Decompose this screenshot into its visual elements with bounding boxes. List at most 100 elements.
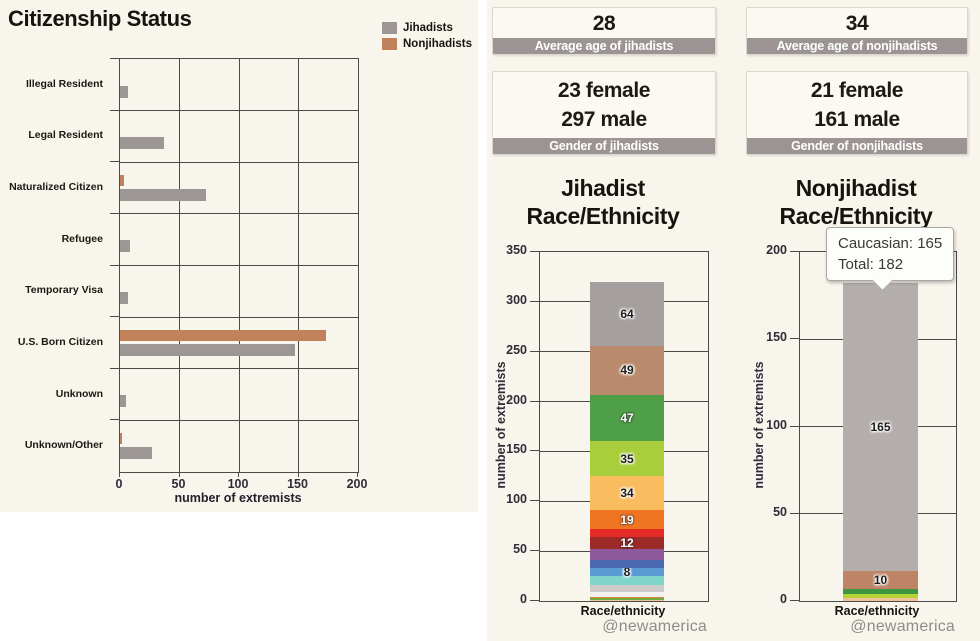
y-tick-label: 350 (506, 243, 527, 257)
y-tick-mark (530, 400, 539, 402)
category-separator-line (120, 368, 358, 370)
jihadists-female-count: 23 female (557, 79, 651, 102)
race-segment[interactable] (590, 598, 664, 600)
category-label: Unknown (55, 387, 103, 400)
jihadists-bar[interactable] (120, 292, 129, 304)
race-segment[interactable] (590, 600, 664, 601)
avg-age-jihadists-value: 28 (592, 11, 616, 35)
race-segment[interactable] (590, 549, 664, 561)
y-tick-mark (530, 450, 539, 452)
y-tick-mark (530, 600, 539, 601)
watermark-left: @newamerica (602, 618, 707, 635)
segment-value-label: 35 (620, 451, 634, 466)
race-segment[interactable] (843, 597, 918, 601)
avg-age-nonjihadists-value: 34 (845, 11, 869, 35)
jihadists-bar[interactable] (120, 395, 126, 408)
legend-item-jihadists[interactable]: Jihadists (381, 20, 472, 36)
y-tick-mark (790, 251, 799, 252)
citizenship-xaxis-label: number of extremists (174, 491, 302, 505)
y-tick-mark (790, 600, 799, 601)
category-tick-mark (110, 212, 119, 214)
nonjihadist-race-title-line2: Race/Ethnicity (779, 203, 933, 229)
race-segment[interactable]: 19 (590, 510, 664, 530)
avg-age-nonjihadists-label: Average age of nonjihadists (747, 38, 967, 54)
gender-jihadists-card: 23 female 297 male Gender of jihadists (492, 71, 716, 155)
legend-item-nonjihadists[interactable]: Nonjihadists (381, 36, 472, 52)
legend-label-nonjihadists: Nonjihadists (402, 38, 472, 50)
segment-value-label: 47 (620, 411, 634, 425)
nonjihadists-male-count: 161 male (814, 108, 900, 131)
y-tick-mark (790, 338, 799, 340)
nonjihadists-bar[interactable] (120, 433, 123, 445)
jihadists-bar[interactable] (120, 137, 165, 150)
jihadists-male-count: 297 male (561, 108, 647, 131)
race-segment[interactable] (843, 594, 918, 598)
citizenship-legend: Jihadists Nonjihadists (381, 20, 472, 52)
race-segment[interactable] (590, 529, 664, 538)
avg-age-jihadists-card: 28 Average age of jihadists (492, 7, 716, 55)
race-segment[interactable] (843, 588, 918, 595)
x-tick-label: 0 (115, 477, 123, 491)
segment-value-label: 10 (873, 573, 888, 588)
race-segment[interactable]: 165 (843, 283, 918, 572)
jihadists-bar[interactable] (120, 85, 129, 98)
x-tick-mark (178, 472, 180, 477)
category-tick-mark (110, 58, 119, 59)
category-label: Refugee (61, 232, 103, 245)
race-segment[interactable] (590, 585, 664, 592)
jihadists-bar[interactable] (120, 240, 130, 253)
race-segment[interactable]: 8 (590, 565, 664, 580)
citizenship-panel: Citizenship Status Jihadists Nonjihadist… (0, 0, 478, 512)
segment-value-label: 12 (620, 536, 634, 551)
citizenship-title: Citizenship Status (8, 6, 192, 31)
race-segment[interactable] (590, 597, 664, 598)
segment-value-label: 49 (620, 363, 634, 378)
x-tick-label: 100 (227, 477, 249, 491)
segment-value-label: 8 (623, 565, 631, 580)
race-segment[interactable]: 35 (590, 441, 664, 477)
category-label: Temporary Visa (25, 284, 103, 297)
race-segment[interactable] (590, 592, 664, 597)
jihadists-swatch-icon (381, 22, 397, 34)
segment-value-label: 64 (620, 306, 634, 321)
category-tick-mark (110, 367, 119, 369)
category-tick-mark (110, 316, 119, 318)
race-segment[interactable]: 49 (590, 345, 664, 395)
y-tick-mark (530, 300, 539, 302)
category-label: Legal Resident (28, 129, 103, 142)
tooltip-line-2: Total: 182 (838, 256, 904, 273)
y-tick-label: 200 (506, 392, 527, 407)
gender-nonjihadists-label: Gender of nonjihadists (747, 138, 967, 154)
y-tick-mark (790, 425, 799, 427)
y-tick-label: 200 (766, 243, 787, 257)
nonjihadists-bar[interactable] (120, 330, 326, 342)
legend-label-jihadists: Jihadists (402, 22, 453, 34)
gender-jihadists-values: 23 female 297 male (493, 72, 715, 138)
y-tick-label: 300 (506, 292, 527, 307)
jihadist-race-plot-area: 8 12 19 34 35 47 49 64 (539, 251, 709, 602)
y-tick-label: 50 (773, 504, 787, 519)
y-tick-mark (530, 251, 539, 252)
x-tick-mark (119, 472, 120, 477)
nonjihadist-race-title-line1: Nonjihadist (795, 175, 917, 201)
race-segment[interactable]: 47 (590, 394, 664, 442)
jihadists-bar[interactable] (120, 446, 153, 459)
avg-age-jihadists-label: Average age of jihadists (493, 38, 715, 54)
race-segment[interactable]: 34 (590, 476, 664, 511)
y-tick-label: 150 (506, 442, 527, 457)
jihadists-bar[interactable] (120, 343, 295, 356)
race-segment[interactable]: 12 (590, 536, 664, 551)
race-segment[interactable] (590, 576, 664, 586)
race-segment[interactable] (590, 560, 664, 569)
y-tick-label: 0 (520, 592, 527, 606)
race-segment[interactable]: 64 (590, 281, 664, 346)
x-tick-label: 50 (171, 477, 186, 491)
jihadists-bar[interactable] (120, 188, 206, 201)
nonjihadists-bar[interactable] (120, 175, 124, 187)
nonjihadists-female-count: 21 female (810, 79, 904, 102)
y-tick-mark (530, 350, 539, 352)
gender-nonjihadists-card: 21 female 161 male Gender of nonjihadist… (746, 71, 968, 155)
category-separator-line (120, 419, 358, 421)
x-tick-label: 200 (346, 477, 368, 491)
race-segment[interactable]: 10 (843, 571, 918, 589)
